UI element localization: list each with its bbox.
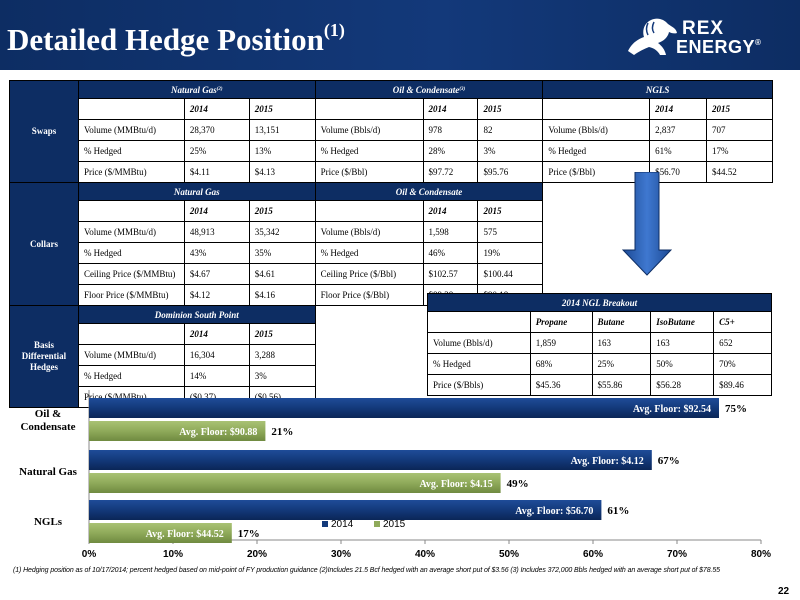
bar-inner-label: Avg. Floor: $4.12 (571, 456, 644, 467)
x-tick-label: 60% (583, 549, 603, 560)
bar-value-label: 17% (238, 528, 260, 540)
x-tick-label: 0% (82, 549, 97, 560)
table-row: % Hedged 68% 25% 50% 70% (427, 353, 772, 375)
logo-text-energy: ENERGY® (676, 37, 762, 57)
year-header: 2015 (248, 323, 316, 345)
year-header: 2014 (183, 323, 250, 345)
table-row: % Hedged 14% 3% (10, 365, 773, 387)
footnote: (1) Hedging position as of 10/17/2014; p… (13, 567, 720, 574)
x-tick-label: 10% (163, 549, 183, 560)
bar-inner-label: Avg. Floor: $90.88 (179, 427, 257, 438)
page-title: Detailed Hedge Position(1) (7, 20, 345, 57)
year-header: 2014 (649, 98, 708, 120)
table-row: Volume (MMBtu/d) 28,370 13,151 Volume (Bbl… (10, 119, 773, 141)
column-header: C5+ (713, 311, 772, 333)
legend-label: 2015 (383, 519, 406, 530)
year-header: 2015 (477, 200, 544, 222)
year-header: 2014 (422, 98, 479, 120)
bar-inner-label: Avg. Floor: $4.15 (419, 479, 492, 490)
column-header: Propane (529, 311, 593, 333)
table-row: Price ($/Bbls) $45.36 $55.86 $56.28 $89.46 (427, 374, 772, 396)
group-header: Natural Gas(2) (77, 80, 316, 99)
year-header: 2014 (183, 200, 250, 222)
logo-horse-icon (628, 18, 677, 55)
x-tick-label: 80% (751, 549, 771, 560)
bar-2015 (89, 473, 501, 493)
legend-swatch (374, 521, 380, 527)
year-header: 2015 (248, 200, 316, 222)
bar-value-label: 49% (507, 478, 529, 490)
group-header: Dominion South Point (77, 305, 316, 324)
column-header: Butane (591, 311, 652, 333)
bar-2014 (89, 450, 652, 470)
table-row: Price ($/MMBtu) $4.11 $4.13 Price ($/Bbl) $… (10, 161, 773, 183)
year-header: 2015 (477, 98, 544, 120)
table-row: % Hedged 25% 13% % Hedged 28% 3% % Hedged 61%… (10, 140, 773, 162)
year-header: 2014 (422, 200, 479, 222)
logo-text-rex: REX (682, 18, 725, 39)
hedge-bar-chart: 0% 10% 20% 30% 40% 50% 60% 70% 80% Oil &Condensat… (19, 390, 771, 560)
section-collars: Collars (9, 182, 79, 306)
x-tick-label: 40% (415, 549, 435, 560)
year-header: 2015 (248, 98, 316, 120)
x-tick-label: 50% (499, 549, 519, 560)
header-bar: Detailed Hedge Position(1) REX ENERGY® (0, 0, 800, 70)
header-row: Propane Butane IsoButane C5+ (427, 311, 772, 333)
bar-2015 (89, 523, 232, 543)
section-swaps: Swaps (9, 80, 79, 183)
bar-value-label: 67% (658, 455, 680, 467)
page-number: 22 (778, 586, 790, 597)
bar-value-label: 75% (725, 403, 747, 415)
group-header: Natural Gas (77, 182, 316, 201)
x-tick-label: 30% (331, 549, 351, 560)
bar-inner-label: Avg. Floor: $92.54 (633, 404, 711, 415)
x-tick-label: 70% (667, 549, 687, 560)
ngl-breakout-table: 2014 NGL Breakout Propane Butane IsoButa… (427, 293, 772, 396)
ngl-breakout-title: 2014 NGL Breakout (427, 293, 772, 312)
bar-value-label: 21% (271, 426, 293, 438)
company-logo: REX ENERGY® (624, 13, 794, 59)
table-row: Volume (MMBtu/d) 48,913 35,342 Volume (Bbl… (10, 221, 773, 243)
bar-inner-label: Avg. Floor: $56.70 (515, 506, 593, 517)
year-row: 2014 2015 2014 2015 (10, 200, 773, 222)
x-tick-label: 20% (247, 549, 267, 560)
table-row: Volume (Bbls/d) 1,859 163 163 652 (427, 332, 772, 354)
year-header: 2014 (183, 98, 250, 120)
group-header: Oil & Condensate(3) (314, 80, 544, 99)
bar-2014 (89, 398, 719, 418)
category-label: Oil & (35, 408, 62, 420)
bar-2014 (89, 500, 602, 520)
table-row: Volume (MMBtu/d) 16,304 3,288 (10, 344, 773, 366)
bar-value-label: 61% (607, 505, 629, 517)
table-row: Ceiling Price ($/MMBtu) $4.67 $4.61 Ceilin… (10, 263, 773, 285)
group-header: Oil & Condensate (314, 182, 544, 201)
section-basis: Basis Differential Hedges (9, 305, 79, 408)
group-header: NGLS (542, 80, 773, 99)
column-header: IsoButane (650, 311, 715, 333)
down-arrow-icon (622, 172, 672, 276)
legend-swatch (322, 521, 328, 527)
bar-inner-label: Avg. Floor: $44.52 (146, 529, 224, 540)
bar-2015 (89, 421, 266, 441)
year-row: 2014 2015 2014 2015 2014 2015 (10, 98, 773, 120)
category-label: Condensate (20, 421, 75, 433)
legend-label: 2014 (331, 519, 354, 530)
category-label: Natural Gas (19, 466, 77, 478)
year-header: 2015 (706, 98, 773, 120)
category-label: NGLs (34, 516, 63, 528)
